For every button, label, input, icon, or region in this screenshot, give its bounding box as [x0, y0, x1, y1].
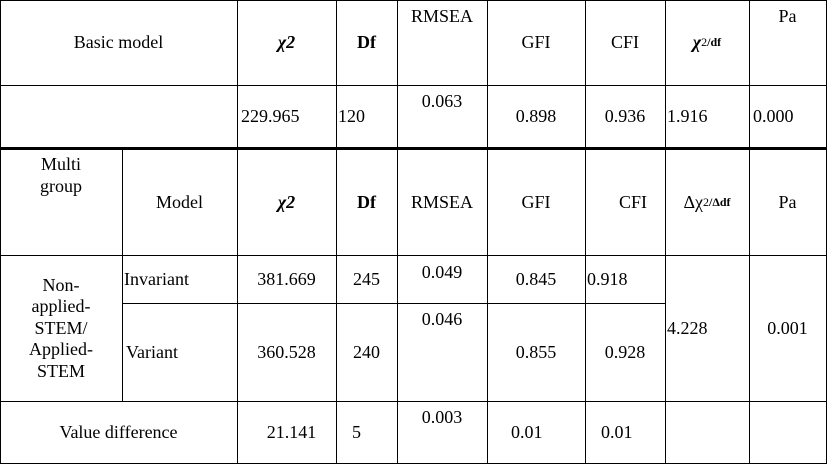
basic-rmsea-header: RMSEA: [410, 6, 473, 26]
rule-section-divider: [0, 147, 827, 150]
chi-symbol: χ: [692, 31, 702, 52]
multi-df-header: Df: [357, 191, 376, 212]
invariant-df: 245: [353, 268, 380, 289]
rule-difference: [0, 401, 827, 402]
variant-rmsea: 0.046: [421, 309, 463, 329]
basic-cfi-value: 0.936: [604, 105, 646, 126]
multi-rmsea-header: RMSEA: [410, 191, 473, 212]
basic-df-value: 120: [338, 105, 365, 126]
group-name-cell: Non-applied-STEM/ Applied-STEM: [29, 274, 93, 381]
basic-rmsea-value: 0.063: [421, 91, 463, 111]
multi-model-label: Model: [156, 191, 203, 212]
rule-df: [336, 0, 337, 464]
difference-df: 5: [352, 421, 361, 442]
rule-invariant-variant: [122, 303, 665, 304]
variant-gfi: 0.855: [515, 341, 557, 362]
multi-delta-header: Δχ 2/Δdf: [665, 150, 749, 255]
variant-cfi: 0.928: [604, 341, 646, 362]
invariant-model: Invariant: [124, 268, 189, 289]
basic-chi2df-value: 1.916: [667, 105, 708, 126]
multi-chi2-header: χ2: [277, 191, 296, 212]
difference-cfi: 0.01: [601, 421, 633, 442]
df-subscript: /df: [707, 35, 722, 50]
rule-basic-header: [0, 85, 827, 86]
basic-pa-value: 0.000: [753, 105, 794, 126]
delta-chi-symbol: Δχ: [683, 191, 704, 212]
rule-pa: [749, 0, 750, 464]
rule-chi2: [237, 0, 238, 464]
basic-pa-header: Pa: [778, 6, 797, 26]
rule-chi2df: [665, 0, 666, 464]
rule-gfi: [487, 0, 488, 464]
chi-superscript: 2: [701, 35, 708, 50]
variant-chi2: 360.528: [257, 341, 316, 362]
invariant-chi2: 381.669: [257, 268, 316, 289]
multi-gfi-header: GFI: [521, 191, 551, 212]
invariant-gfi: 0.845: [515, 268, 557, 289]
difference-gfi: 0.01: [511, 421, 543, 442]
invariant-cfi: 0.918: [587, 268, 628, 289]
variant-model: Variant: [126, 341, 178, 362]
difference-chi2: 21.141: [266, 421, 317, 442]
variant-df: 240: [353, 341, 380, 362]
difference-label: Value difference: [59, 421, 178, 442]
basic-df-header: Df: [357, 31, 376, 52]
basic-chi2df-header: χ 2/df: [665, 0, 749, 85]
rule-multi-header: [0, 255, 827, 256]
multi-pa-value: 0.001: [767, 317, 808, 338]
basic-chi2-header: χ2: [277, 31, 296, 52]
difference-rmsea: 0.003: [421, 407, 463, 427]
basic-gfi-header: GFI: [521, 31, 551, 52]
basic-cfi-header: CFI: [610, 31, 639, 52]
basic-model-label: Basic model: [73, 31, 164, 52]
delta-superscript: 2: [703, 195, 710, 210]
rule-left: [0, 0, 1, 464]
multi-pa-header: Pa: [778, 191, 797, 212]
rule-group-model: [122, 148, 123, 401]
rule-cfi: [585, 0, 586, 464]
rule-rmsea: [397, 0, 398, 464]
delta-df-subscript: /Δdf: [709, 195, 731, 210]
delta-value: 4.228: [667, 317, 708, 338]
multi-group-label: Multi group: [40, 154, 82, 196]
multi-cfi-header: CFI: [618, 191, 647, 212]
basic-chi2-value: 229.965: [241, 105, 300, 126]
basic-gfi-value: 0.898: [515, 105, 557, 126]
invariant-rmsea: 0.049: [421, 262, 463, 282]
rule-top: [0, 0, 827, 1]
